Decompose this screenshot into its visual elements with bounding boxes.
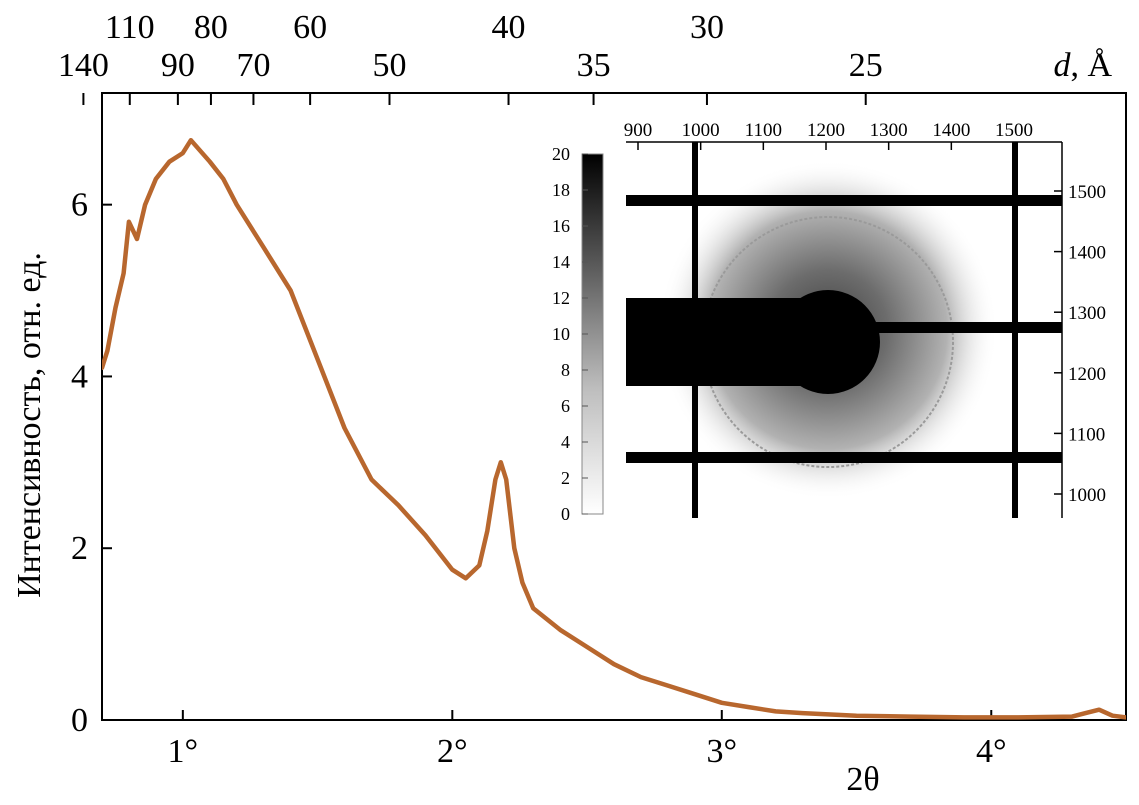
top-axis-label: d, Å <box>1053 47 1112 84</box>
top-tick-label: 35 <box>577 47 611 84</box>
inset-gap-h2 <box>855 322 1062 333</box>
inset-x-tick-label: 1400 <box>932 120 970 141</box>
inset-colorbar: 0 2 4 6 8 10 12 14 16 18 20 <box>552 144 604 524</box>
inset-x-tick-label: 1200 <box>807 120 845 141</box>
inset-y-tick-label: 1200 <box>1068 364 1106 385</box>
x-axis-label: 2θ <box>846 761 879 798</box>
colorbar-tick-label: 6 <box>561 396 570 416</box>
inset-x-tick-label: 1000 <box>682 120 720 141</box>
top-axis-label-unit: , Å <box>1070 47 1112 84</box>
inset-y-ticks: 1000 1100 1200 1300 1400 1500 <box>1054 182 1106 506</box>
y-tick-label: 0 <box>71 702 88 739</box>
colorbar-tick-label: 2 <box>561 468 570 488</box>
inset-y-tick-label: 1100 <box>1068 424 1105 445</box>
plot-frame <box>101 92 1127 721</box>
x-axis-ticks: 1° 2° 3° 4° <box>168 710 1007 770</box>
inset-gap-h1 <box>626 195 1062 206</box>
top-tick-label: 140 <box>58 47 109 84</box>
inset-x-tick-label: 1500 <box>995 120 1033 141</box>
top-tick-label: 50 <box>372 47 406 84</box>
colorbar-tick-label: 0 <box>561 504 570 524</box>
inset-x-tick-label: 1100 <box>745 120 782 141</box>
inset-gap-v2 <box>1012 142 1018 518</box>
x-tick-label: 2° <box>437 733 468 770</box>
colorbar-tick-label: 8 <box>561 360 570 380</box>
colorbar-tick-label: 12 <box>552 288 570 308</box>
y-tick-label: 6 <box>71 187 88 224</box>
top-axis-label-var: d <box>1053 47 1071 84</box>
inset-y-tick-label: 1300 <box>1068 303 1106 324</box>
colorbar-tick-label: 4 <box>561 432 570 452</box>
inset-y-tick-label: 1400 <box>1068 243 1106 264</box>
colorbar-tick-label: 18 <box>552 180 570 200</box>
top-tick-label: 70 <box>236 47 270 84</box>
colorbar-tick-label: 20 <box>552 144 570 164</box>
top-tick-label: 40 <box>492 9 526 46</box>
top-tick-label: 90 <box>161 47 195 84</box>
colorbar-tick-label: 16 <box>552 216 570 236</box>
inset-gap-h3 <box>626 452 1062 463</box>
colorbar-tick-label: 14 <box>552 252 570 272</box>
y-tick-label: 4 <box>71 358 88 395</box>
inset-x-tick-label: 900 <box>624 120 653 141</box>
top-tick-label: 80 <box>194 9 228 46</box>
x-tick-label: 4° <box>976 733 1007 770</box>
inset-gap-v1 <box>692 142 698 518</box>
y-axis-label: Интенсивность, отн. ед. <box>11 252 48 598</box>
inset-x-ticks: 900 1000 1100 1200 1300 1400 1500 <box>624 120 1033 150</box>
intensity-series-line <box>102 137 1126 720</box>
top-tick-label: 60 <box>293 9 327 46</box>
top-tick-label: 25 <box>849 47 883 84</box>
inset-y-tick-label: 1000 <box>1068 485 1106 506</box>
inset-detector-image: 900 1000 1100 1200 1300 1400 1500 1000 1100 1200… <box>624 120 1106 518</box>
colorbar-ticks: 0 2 4 6 8 10 12 14 16 18 20 <box>552 144 588 524</box>
top-tick-label: 30 <box>690 9 724 46</box>
y-tick-label: 2 <box>71 530 88 567</box>
y-axis-ticks: 0 2 4 6 <box>71 187 112 739</box>
x-tick-label: 1° <box>168 733 199 770</box>
top-tick-label: 110 <box>105 9 155 46</box>
top-d-axis-ticks: 110 80 60 40 30 140 90 70 50 35 25 <box>58 9 883 105</box>
inset-y-tick-label: 1500 <box>1068 182 1106 203</box>
inset-x-tick-label: 1300 <box>870 120 908 141</box>
inset-beamstop <box>776 290 880 394</box>
x-tick-label: 3° <box>706 733 737 770</box>
colorbar-tick-label: 10 <box>552 324 570 344</box>
